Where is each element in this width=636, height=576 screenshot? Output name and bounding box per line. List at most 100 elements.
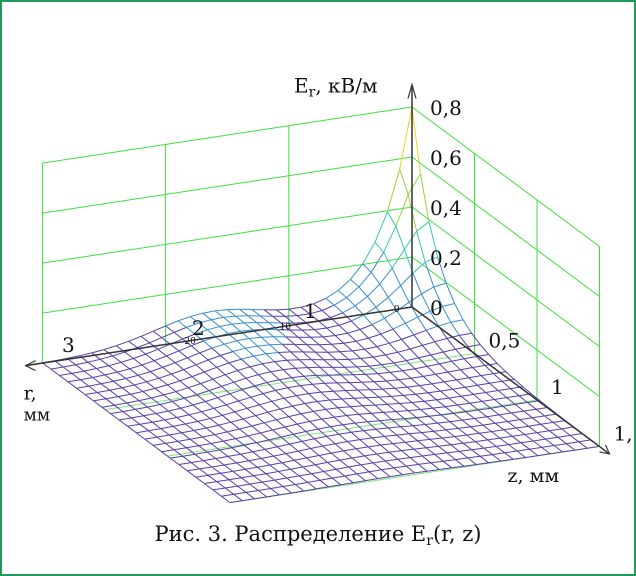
surface-line	[483, 447, 493, 455]
surface-line	[335, 441, 348, 445]
surface-line	[214, 431, 228, 436]
surface-line	[314, 327, 327, 331]
surface-line	[100, 355, 113, 360]
surface-line	[310, 336, 320, 346]
surface-line	[236, 338, 250, 342]
surface-line	[100, 383, 110, 391]
surface-line	[473, 394, 483, 402]
surface-line	[92, 377, 102, 385]
surface-line	[268, 322, 278, 331]
surface-line	[212, 374, 226, 380]
surface-line	[335, 359, 346, 368]
surface-line	[103, 345, 117, 351]
surface-line	[220, 472, 230, 481]
surface-line	[131, 415, 144, 419]
surface-line	[173, 326, 187, 333]
surface-line	[142, 387, 156, 392]
surface-line	[301, 329, 311, 338]
r-tick-label: 1	[304, 299, 317, 323]
surface-line	[286, 359, 300, 361]
surface-line	[294, 459, 304, 468]
caption-symbol: E	[410, 522, 427, 546]
surface-line	[167, 384, 177, 392]
surface-line	[360, 356, 374, 359]
surface-line	[313, 438, 324, 447]
surface-line	[148, 430, 158, 438]
surface-line	[251, 422, 265, 427]
surface-line	[116, 371, 127, 379]
surface-line	[494, 397, 507, 400]
surface-line	[393, 465, 407, 469]
surface-line	[391, 394, 404, 397]
surface-line	[465, 411, 475, 419]
surface-line	[91, 349, 105, 354]
surface-line	[412, 272, 422, 295]
surface-line	[159, 401, 173, 405]
surface-line	[207, 359, 218, 368]
surface-line	[162, 367, 172, 375]
surface-line	[137, 342, 150, 349]
surface-line	[355, 448, 365, 457]
surface-line	[232, 470, 242, 479]
vertical-axis-title: Er, кВ/м	[294, 74, 378, 101]
surface-line	[359, 437, 373, 441]
surface-line	[298, 448, 311, 452]
surface-line	[381, 364, 391, 373]
surface-line	[362, 263, 372, 273]
surface-line	[165, 320, 179, 327]
surface-line	[356, 366, 366, 375]
surface-line	[481, 373, 494, 377]
surface-line	[532, 440, 543, 448]
surface-line	[385, 458, 398, 462]
surface-line	[412, 425, 422, 433]
surface-line	[331, 366, 342, 376]
surface-line	[492, 452, 505, 456]
surface-line	[350, 263, 364, 280]
back-wall-gridline	[42, 156, 413, 214]
surface-line	[328, 374, 338, 384]
surface-line	[529, 448, 539, 456]
surface-line	[63, 364, 76, 368]
surface-line	[138, 397, 152, 402]
surface-line	[247, 435, 257, 443]
surface-line	[412, 261, 426, 274]
surface-line	[241, 355, 254, 360]
surface-line	[214, 434, 224, 442]
surface-line	[360, 464, 370, 473]
surface-line	[458, 335, 469, 348]
surface-line	[392, 328, 402, 340]
surface-line	[561, 426, 574, 430]
surface-line	[166, 350, 179, 357]
surface-line	[204, 483, 214, 491]
surface-line	[433, 430, 443, 439]
surface-line	[249, 366, 259, 375]
surface-line	[338, 433, 348, 442]
surface-line	[271, 400, 281, 410]
surface-line	[336, 466, 349, 470]
surface-line	[386, 379, 399, 382]
surface-line	[118, 419, 128, 427]
surface-line	[426, 325, 439, 331]
surface-line	[532, 415, 545, 419]
surface-line	[276, 416, 289, 421]
surface-line	[380, 443, 393, 446]
surface-line	[168, 410, 178, 418]
surface-line	[258, 404, 269, 413]
surface-line	[311, 359, 321, 368]
surface-line	[343, 450, 353, 459]
surface-line	[285, 453, 295, 461]
surface-line	[175, 387, 189, 393]
surface-line	[553, 443, 567, 446]
surface-line	[210, 440, 224, 444]
surface-line	[88, 383, 102, 387]
surface-line	[486, 414, 500, 418]
surface-line	[143, 415, 153, 423]
surface-line	[232, 347, 246, 352]
surface-line	[276, 419, 286, 428]
surface-line	[255, 415, 265, 424]
surface-line	[195, 359, 209, 366]
surface-line	[325, 298, 335, 306]
surface-line	[578, 441, 588, 449]
surface-line	[409, 344, 423, 350]
surface-line	[403, 230, 418, 250]
